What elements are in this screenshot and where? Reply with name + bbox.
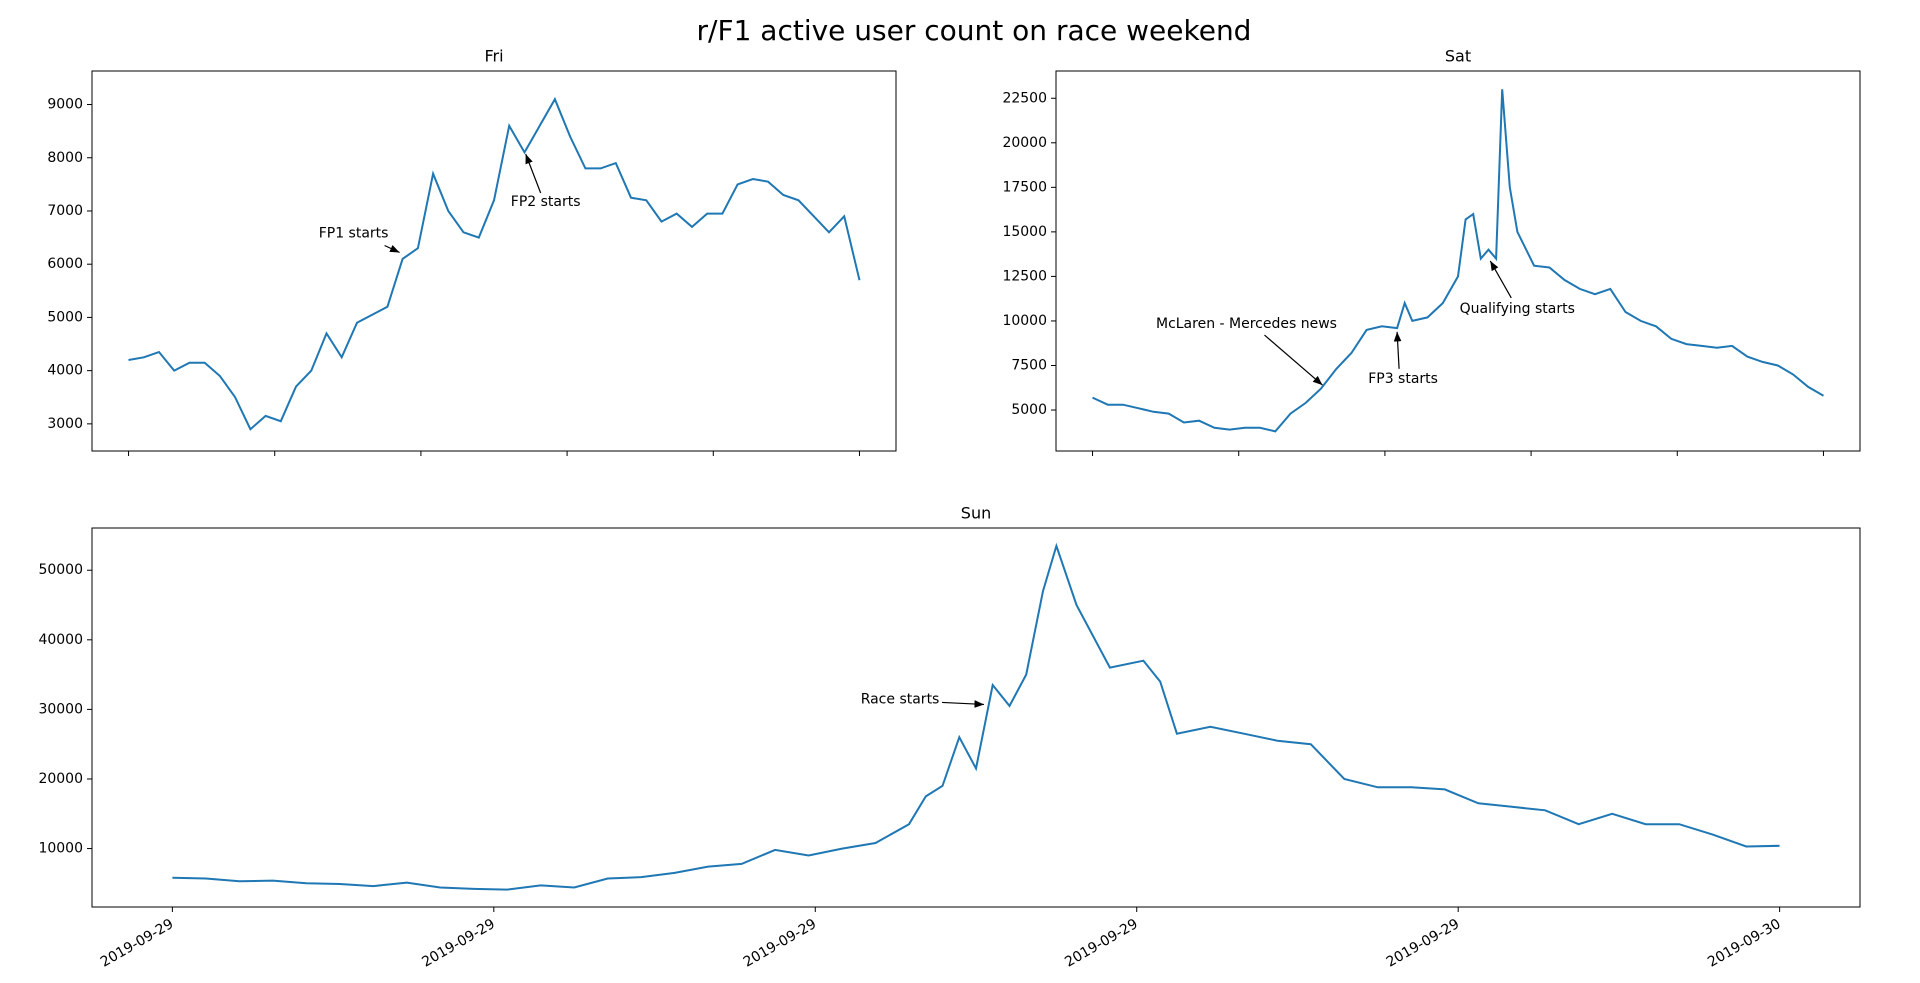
annotation: Race starts — [861, 691, 940, 707]
y-tick-label: 5000 — [1011, 402, 1047, 418]
y-tick-label: 20000 — [38, 771, 83, 787]
x-tick-label: 2019-09-29 — [1384, 916, 1462, 971]
data-line — [1092, 89, 1825, 433]
y-tick-label: 4000 — [47, 363, 83, 379]
annotation: Qualifying starts — [1460, 301, 1575, 317]
y-tick-label: 6000 — [47, 256, 83, 272]
annotation: McLaren - Mercedes news — [1156, 316, 1337, 332]
y-tick-label: 7500 — [1011, 357, 1047, 373]
axes-frame — [1055, 70, 1861, 452]
y-tick-label: 12500 — [1002, 268, 1047, 284]
y-tick-label: 17500 — [1002, 179, 1047, 195]
annotation-arrow — [525, 153, 542, 194]
x-tick-label: 2019-09-29 — [419, 916, 497, 971]
axes-frame — [91, 527, 1861, 908]
y-tick-label: 10000 — [38, 841, 83, 857]
data-line — [128, 96, 861, 431]
x-tick-label: 2019-09-29 — [741, 916, 819, 971]
subplot-title: Sun — [961, 504, 991, 523]
y-tick-label: 10000 — [1002, 313, 1047, 329]
data-line — [172, 542, 1780, 891]
annotation-arrow — [942, 700, 985, 708]
annotation-arrow — [384, 244, 400, 254]
y-tick-label: 20000 — [1002, 135, 1047, 151]
y-tick-label: 40000 — [38, 632, 83, 648]
y-tick-label: 5000 — [47, 309, 83, 325]
x-tick-label: 2019-09-29 — [1062, 916, 1140, 971]
subplot-title: Fri — [484, 47, 503, 66]
annotation: FP2 starts — [511, 194, 581, 210]
y-tick-label: 22500 — [1002, 90, 1047, 106]
y-tick-label: 30000 — [38, 701, 83, 717]
x-tick-label: 2019-09-29 — [98, 916, 176, 971]
figure-title: r/F1 active user count on race weekend — [697, 14, 1252, 47]
annotation: FP1 starts — [319, 225, 389, 241]
y-tick-label: 9000 — [47, 97, 83, 113]
y-tick-label: 15000 — [1002, 224, 1047, 240]
y-tick-label: 8000 — [47, 150, 83, 166]
y-tick-label: 50000 — [38, 562, 83, 578]
axes-frame — [91, 70, 897, 452]
y-tick-label: 3000 — [47, 416, 83, 432]
x-tick-label: 2019-09-30 — [1705, 916, 1783, 971]
annotation: FP3 starts — [1368, 371, 1438, 387]
annotation-arrow — [1489, 260, 1512, 299]
annotation-arrow — [1393, 331, 1402, 369]
y-tick-label: 7000 — [47, 203, 83, 219]
subplot-title: Sat — [1445, 47, 1471, 66]
annotation-arrow — [1264, 334, 1323, 386]
